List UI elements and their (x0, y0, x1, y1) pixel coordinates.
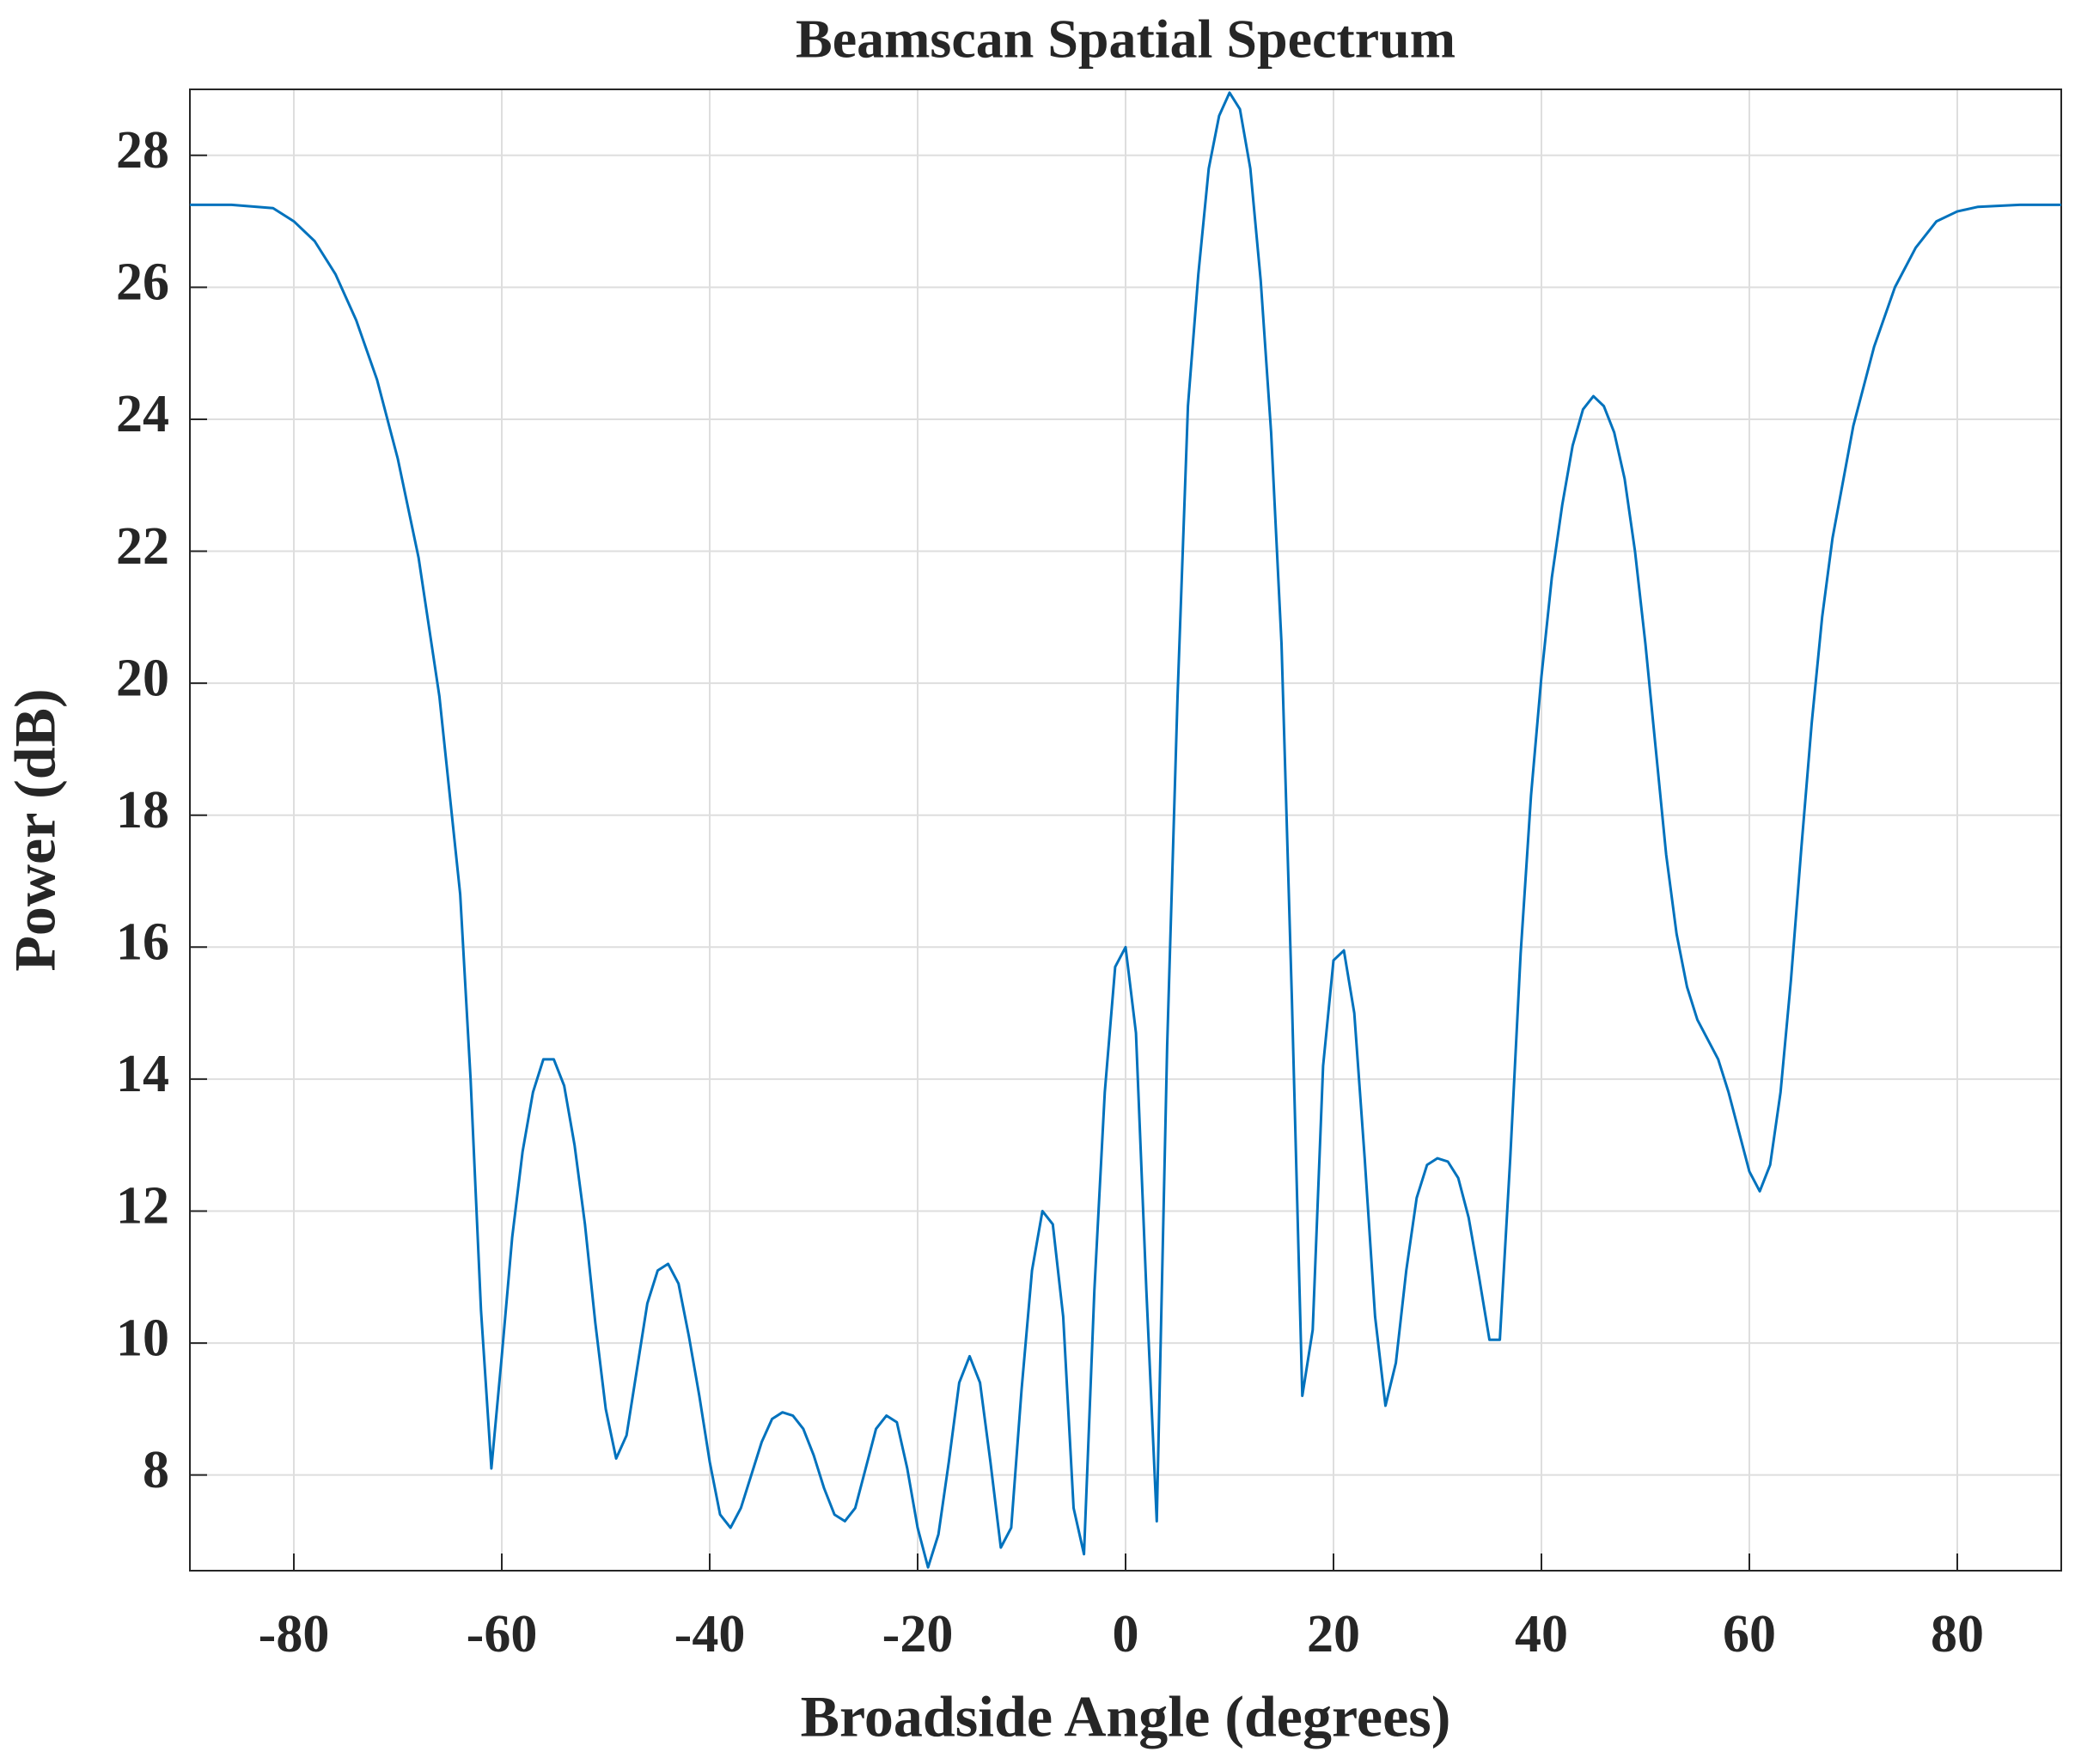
plot-frame (189, 89, 2062, 1572)
x-tick-label: -60 (467, 1605, 538, 1663)
y-tick-label: 26 (116, 253, 169, 312)
y-tick-label: 16 (116, 913, 169, 972)
x-tick-label: -80 (259, 1605, 330, 1663)
x-tick-label: 60 (1723, 1605, 1776, 1663)
x-tick-label: 80 (1931, 1605, 1984, 1663)
y-tick-label: 20 (116, 649, 169, 707)
y-axis-label: Power (dB) (3, 688, 68, 971)
data-line (190, 91, 2061, 1569)
y-tick-label: 24 (116, 385, 169, 443)
y-tick-label: 22 (116, 517, 169, 576)
y-tick-label: 8 (143, 1441, 169, 1499)
chart-title: Beamscan Spatial Spectrum (796, 9, 1456, 70)
y-tick-label: 12 (116, 1177, 169, 1236)
x-tick-label: 20 (1307, 1605, 1360, 1663)
y-tick-label: 10 (116, 1309, 169, 1367)
x-tick-label: 40 (1515, 1605, 1568, 1663)
y-tick-label: 18 (116, 781, 169, 839)
x-tick-label: -20 (882, 1605, 954, 1663)
y-tick-label: 14 (116, 1045, 169, 1103)
x-axis-label: Broadside Angle (degrees) (801, 1684, 1451, 1749)
y-tick-label: 28 (116, 121, 169, 180)
x-tick-label: 0 (1113, 1605, 1139, 1663)
x-tick-label: -40 (674, 1605, 746, 1663)
